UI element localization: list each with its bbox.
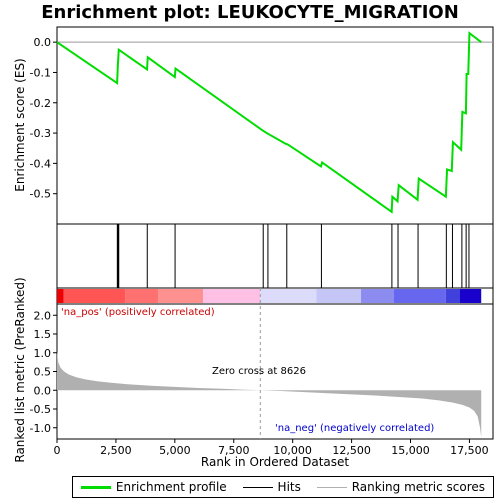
zero-cross-label: Zero cross at 8626 (212, 366, 306, 377)
x-tick-label: 12,500 (332, 444, 371, 457)
legend-swatch-profile (80, 485, 111, 489)
metric-y-tick-label: 1.0 (34, 347, 52, 360)
x-tick-label: 2,500 (100, 444, 132, 457)
es-y-tick-label: -0.5 (30, 188, 51, 201)
x-tick-label: 5,000 (159, 444, 191, 457)
hit-markers (116, 224, 470, 288)
color-bar-segment (445, 289, 461, 303)
metric-y-tick-label: 0.0 (34, 384, 52, 397)
negative-correlation-label: 'na_neg' (negatively correlated) (275, 423, 434, 434)
hits-panel (56, 223, 494, 289)
color-bar-segment (316, 289, 362, 303)
metric-y-tick-label: -0.5 (30, 403, 51, 416)
es-y-axis: 0.0 -0.1 -0.2 -0.3 -0.4 -0.5 (30, 36, 57, 201)
legend-swatch-metric (316, 486, 347, 488)
legend-label-hits: Hits (277, 480, 301, 494)
rank-color-bar (56, 287, 494, 305)
metric-y-tick-label: 2.0 (34, 309, 52, 322)
color-bar-segment (203, 289, 261, 303)
color-bar-segment (460, 289, 482, 303)
legend-item-hits: Hits (242, 480, 301, 494)
es-y-axis-label: Enrichment score (ES) (13, 58, 27, 191)
metric-y-axis-label: Ranked list metric (PreRanked) (13, 277, 27, 462)
metric-y-tick-label: 1.5 (34, 328, 52, 341)
metric-panel: 2.0 1.5 1.0 0.5 0.0 -0.5 -1.0 0 2,500 5,000 7,500… (13, 277, 494, 469)
color-bar-segment (260, 289, 317, 303)
es-y-tick-label: -0.2 (30, 97, 51, 110)
chart-title: Enrichment plot: LEUKOCYTE_MIGRATION (41, 2, 459, 23)
positive-correlation-label: 'na_pos' (positively correlated) (61, 307, 215, 318)
legend-item-profile: Enrichment profile (80, 480, 227, 494)
color-bar-segments (57, 289, 482, 303)
es-y-tick-label: 0.0 (34, 36, 52, 49)
hits-frame (56, 223, 494, 289)
legend-swatch-hits (242, 486, 273, 488)
metric-y-tick-label: 0.5 (34, 366, 52, 379)
metric-y-tick-label: -1.0 (30, 422, 51, 435)
x-axis-label: Rank in Ordered Dataset (201, 455, 349, 469)
legend-item-metric: Ranking metric scores (316, 480, 486, 494)
enrichment-profile-line (56, 31, 482, 214)
x-tick-label: 17,500 (450, 444, 489, 457)
color-bar-segment (394, 289, 446, 303)
color-bar-segment (158, 289, 204, 303)
es-plot-frame (56, 26, 494, 225)
legend-label-profile: Enrichment profile (115, 480, 227, 494)
color-bar-segment (63, 289, 126, 303)
legend: Enrichment profile Hits Ranking metric s… (72, 476, 494, 498)
x-tick-label: 15,000 (391, 444, 430, 457)
es-y-tick-label: -0.1 (30, 66, 51, 79)
x-axis: 0 2,500 5,000 7,500 10,000 12,500 15,000 17,500 (54, 439, 489, 457)
ranking-metric-area (57, 350, 482, 438)
metric-y-axis: 2.0 1.5 1.0 0.5 0.0 -0.5 -1.0 (30, 309, 57, 435)
color-bar-segment (125, 289, 159, 303)
legend-label-metric: Ranking metric scores (351, 480, 486, 494)
x-tick-label: 10,000 (273, 444, 312, 457)
color-bar-segment (361, 289, 395, 303)
x-tick-label: 0 (54, 444, 61, 457)
es-y-tick-label: -0.4 (30, 157, 51, 170)
color-bar-segment (57, 289, 64, 303)
es-panel: 0.0 -0.1 -0.2 -0.3 -0.4 -0.5 Enrichment score… (13, 26, 494, 225)
es-y-tick-label: -0.3 (30, 127, 51, 140)
x-tick-label: 7,500 (218, 444, 250, 457)
metric-plot-frame (56, 303, 494, 440)
